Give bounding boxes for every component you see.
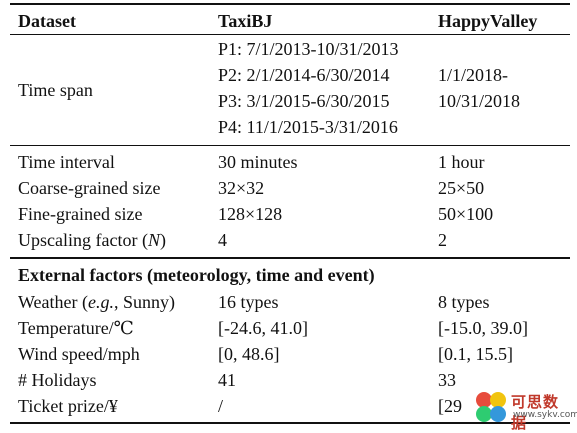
watermark-dot-4 [490, 406, 506, 422]
bottom-rule [10, 422, 570, 424]
watermark-dot-1 [476, 392, 492, 408]
time-span-p4: P4: 11/1/2015-3/31/2016 [218, 117, 398, 137]
watermark-dot-3 [476, 406, 492, 422]
holidays-taxibj: 41 [218, 370, 236, 390]
header-rule [10, 34, 570, 35]
watermark-text: 可思数据 [511, 393, 560, 432]
holidays-happyvalley: 33 [438, 370, 456, 390]
dataset-table: Dataset TaxiBJ HappyValley Time span P1:… [10, 0, 570, 430]
upscaling-factor-label: Upscaling factor (N) [18, 230, 166, 250]
temperature-taxibj: [-24.6, 41.0] [218, 318, 308, 338]
header-taxibj: TaxiBJ [218, 11, 273, 31]
time-interval-happyvalley: 1 hour [438, 152, 485, 172]
wind-speed-taxibj: [0, 48.6] [218, 344, 280, 364]
holidays-label: # Holidays [18, 370, 97, 390]
time-span-p1: P1: 7/1/2013-10/31/2013 [218, 39, 399, 59]
time-span-hv-end: 10/31/2018 [438, 91, 521, 111]
time-interval-label: Time interval [18, 152, 115, 172]
header-dataset: Dataset [18, 11, 76, 31]
fine-size-taxibj: 128×128 [218, 204, 283, 224]
ticket-prize-taxibj: / [218, 396, 224, 416]
top-rule [10, 3, 570, 5]
time-span-rule [10, 145, 570, 146]
external-factors-heading: External factors (meteorology, time and … [18, 265, 375, 285]
header-happyvalley: HappyValley [438, 11, 538, 31]
wind-speed-label: Wind speed/mph [18, 344, 140, 364]
upscaling-factor-happyvalley: 2 [438, 230, 447, 250]
coarse-size-taxibj: 32×32 [218, 178, 265, 198]
time-span-hv-start: 1/1/2018- [438, 65, 508, 85]
time-span-p2: P2: 2/1/2014-6/30/2014 [218, 65, 390, 85]
fine-size-label: Fine-grained size [18, 204, 143, 224]
temperature-happyvalley: [-15.0, 39.0] [438, 318, 528, 338]
fine-size-happyvalley: 50×100 [438, 204, 494, 224]
weather-label: Weather (e.g., Sunny) [18, 292, 176, 312]
weather-happyvalley: 8 types [438, 292, 490, 312]
time-span-label: Time span [18, 80, 93, 100]
wind-speed-happyvalley: [0.1, 15.5] [438, 344, 513, 364]
watermark-logo: 可思数据 www.sykv.com [473, 390, 577, 432]
watermark-dot-2 [490, 392, 506, 408]
weather-taxibj: 16 types [218, 292, 279, 312]
temperature-label: Temperature/℃ [18, 318, 134, 338]
watermark-url: www.sykv.com [513, 410, 577, 420]
watermark-dots-icon [476, 392, 506, 422]
section-rule [10, 257, 570, 259]
ticket-prize-label: Ticket prize/¥ [18, 396, 118, 416]
time-interval-taxibj: 30 minutes [218, 152, 298, 172]
coarse-size-label: Coarse-grained size [18, 178, 161, 198]
upscaling-factor-taxibj: 4 [218, 230, 227, 250]
ticket-prize-happyvalley: [29 [438, 396, 462, 416]
time-span-p3: P3: 3/1/2015-6/30/2015 [218, 91, 390, 111]
coarse-size-happyvalley: 25×50 [438, 178, 485, 198]
